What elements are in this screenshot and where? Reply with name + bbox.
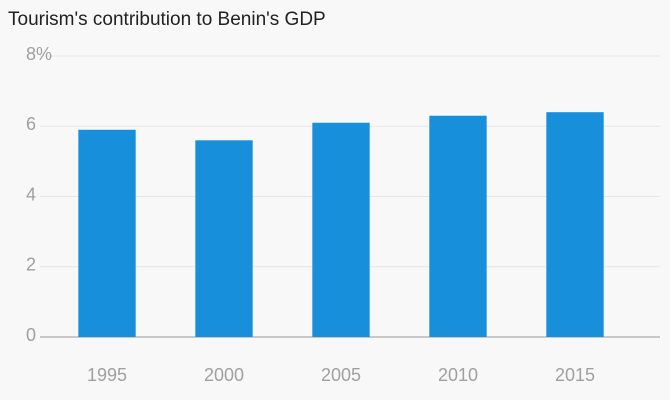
x-tick-label: 1995: [87, 365, 127, 385]
x-tick-label: 2000: [204, 365, 244, 385]
y-tick-label: 0: [26, 325, 36, 345]
x-tick-label: 2010: [438, 365, 478, 385]
bar: [312, 122, 370, 337]
bar: [429, 115, 487, 338]
x-tick-label: 2015: [555, 365, 595, 385]
y-tick-label: 4: [26, 184, 36, 204]
y-tick-label: 8%: [26, 44, 52, 64]
y-tick-label: 2: [26, 255, 36, 275]
bar: [195, 140, 253, 337]
bar: [546, 112, 604, 337]
chart-title: Tourism's contribution to Benin's GDP: [8, 9, 326, 30]
bar: [78, 129, 136, 337]
y-tick-label: 6: [26, 114, 36, 134]
x-tick-label: 2005: [321, 365, 361, 385]
